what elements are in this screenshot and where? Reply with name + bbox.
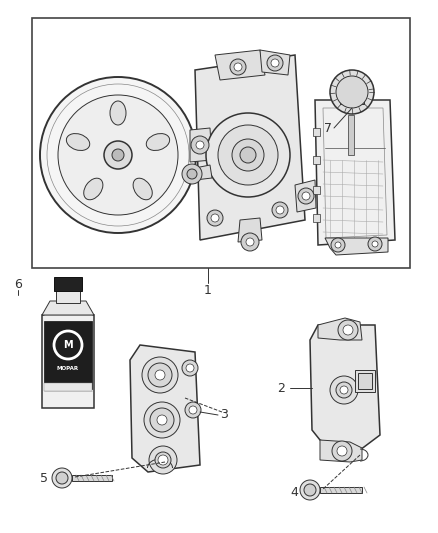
Circle shape — [112, 149, 124, 161]
Ellipse shape — [67, 134, 90, 150]
Circle shape — [191, 136, 209, 154]
Polygon shape — [260, 50, 290, 75]
Text: 3: 3 — [220, 408, 228, 422]
Bar — [355, 370, 375, 392]
Circle shape — [142, 357, 178, 393]
Circle shape — [207, 210, 223, 226]
Polygon shape — [42, 315, 94, 408]
Circle shape — [300, 480, 320, 500]
Circle shape — [144, 402, 180, 438]
Bar — [44, 321, 92, 389]
Circle shape — [304, 484, 316, 496]
Polygon shape — [238, 218, 262, 242]
Circle shape — [332, 441, 352, 461]
Circle shape — [58, 95, 178, 215]
Circle shape — [302, 192, 310, 200]
Bar — [320, 487, 362, 493]
Polygon shape — [320, 440, 362, 462]
Text: 1: 1 — [204, 284, 212, 296]
Bar — [32, 18, 410, 268]
Polygon shape — [190, 128, 212, 162]
Circle shape — [104, 141, 132, 169]
Polygon shape — [195, 55, 305, 240]
Circle shape — [157, 415, 167, 425]
Circle shape — [272, 202, 288, 218]
Bar — [56, 289, 80, 303]
Text: 7: 7 — [324, 122, 332, 134]
Bar — [348, 115, 354, 155]
Polygon shape — [313, 214, 320, 222]
Circle shape — [40, 77, 196, 233]
Text: 4: 4 — [290, 486, 298, 498]
Polygon shape — [295, 180, 316, 212]
Circle shape — [56, 472, 68, 484]
Circle shape — [337, 446, 347, 456]
Circle shape — [182, 360, 198, 376]
Ellipse shape — [146, 134, 170, 150]
Circle shape — [52, 468, 72, 488]
Text: MOPAR: MOPAR — [57, 366, 79, 370]
Text: M: M — [63, 340, 73, 350]
Circle shape — [234, 63, 242, 71]
Bar — [54, 277, 82, 291]
Circle shape — [298, 188, 314, 204]
Text: 6: 6 — [14, 278, 22, 290]
Circle shape — [189, 406, 197, 414]
Circle shape — [267, 55, 283, 71]
Circle shape — [150, 408, 174, 432]
Text: 5: 5 — [40, 472, 48, 486]
Circle shape — [149, 446, 177, 474]
Polygon shape — [42, 301, 94, 315]
Ellipse shape — [133, 178, 152, 200]
Polygon shape — [130, 345, 200, 472]
Polygon shape — [215, 50, 265, 80]
Circle shape — [230, 59, 246, 75]
Circle shape — [276, 206, 284, 214]
Circle shape — [340, 386, 348, 394]
Circle shape — [372, 241, 378, 247]
Circle shape — [343, 325, 353, 335]
Polygon shape — [310, 325, 380, 450]
Circle shape — [206, 113, 290, 197]
Circle shape — [338, 320, 358, 340]
Circle shape — [271, 59, 279, 67]
Circle shape — [330, 70, 374, 114]
Circle shape — [368, 237, 382, 251]
Circle shape — [336, 76, 368, 108]
Polygon shape — [313, 156, 320, 164]
Circle shape — [241, 233, 259, 251]
Bar — [340, 92, 364, 104]
Circle shape — [186, 364, 194, 372]
Circle shape — [336, 382, 352, 398]
Circle shape — [155, 370, 165, 380]
Circle shape — [335, 242, 341, 248]
Circle shape — [158, 455, 168, 465]
Bar — [44, 383, 92, 391]
Circle shape — [148, 363, 172, 387]
Polygon shape — [325, 238, 388, 255]
Polygon shape — [315, 100, 395, 245]
Circle shape — [185, 402, 201, 418]
Polygon shape — [195, 165, 212, 180]
Circle shape — [330, 376, 358, 404]
Circle shape — [218, 125, 278, 185]
Circle shape — [232, 139, 264, 171]
Circle shape — [240, 147, 256, 163]
Circle shape — [155, 452, 171, 468]
Polygon shape — [318, 318, 362, 340]
Ellipse shape — [84, 178, 103, 200]
Text: 2: 2 — [277, 382, 285, 394]
Circle shape — [246, 238, 254, 246]
Circle shape — [196, 141, 204, 149]
Circle shape — [211, 214, 219, 222]
Polygon shape — [313, 128, 320, 136]
Ellipse shape — [110, 101, 126, 125]
Bar — [358, 373, 372, 389]
Bar — [72, 475, 112, 481]
Circle shape — [331, 238, 345, 252]
Circle shape — [182, 164, 202, 184]
Circle shape — [187, 169, 197, 179]
Polygon shape — [313, 186, 320, 194]
